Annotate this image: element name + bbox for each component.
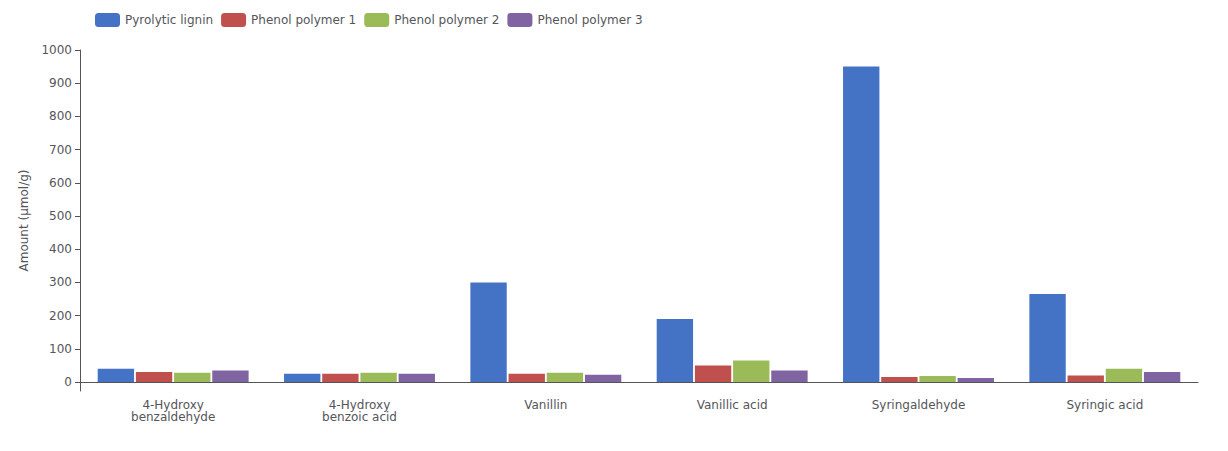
svg-text:600: 600 [49, 176, 72, 190]
svg-text:Vanillin: Vanillin [524, 398, 567, 412]
svg-text:Syringic acid: Syringic acid [1066, 398, 1143, 412]
svg-text:0: 0 [64, 375, 72, 389]
svg-text:Phenol polymer 3: Phenol polymer 3 [537, 13, 642, 27]
svg-text:200: 200 [49, 309, 72, 323]
svg-text:300: 300 [49, 275, 72, 289]
svg-text:500: 500 [49, 209, 72, 223]
svg-text:Vanillic acid: Vanillic acid [697, 398, 768, 412]
svg-text:benzoic acid: benzoic acid [322, 410, 397, 424]
svg-text:Phenol polymer 2: Phenol polymer 2 [394, 13, 499, 27]
svg-text:4-Hydroxy: 4-Hydroxy [142, 398, 204, 412]
svg-text:benzaldehyde: benzaldehyde [131, 410, 215, 424]
svg-text:Syringaldehyde: Syringaldehyde [872, 398, 966, 412]
svg-text:1000: 1000 [41, 43, 72, 57]
svg-text:Phenol polymer 1: Phenol polymer 1 [251, 13, 356, 27]
svg-text:100: 100 [49, 342, 72, 356]
svg-text:Amount (μmol/g): Amount (μmol/g) [17, 170, 31, 272]
svg-text:800: 800 [49, 109, 72, 123]
svg-text:700: 700 [49, 143, 72, 157]
svg-text:900: 900 [49, 76, 72, 90]
svg-text:Pyrolytic lignin: Pyrolytic lignin [125, 13, 213, 27]
svg-text:400: 400 [49, 242, 72, 256]
svg-text:4-Hydroxy: 4-Hydroxy [328, 398, 391, 412]
